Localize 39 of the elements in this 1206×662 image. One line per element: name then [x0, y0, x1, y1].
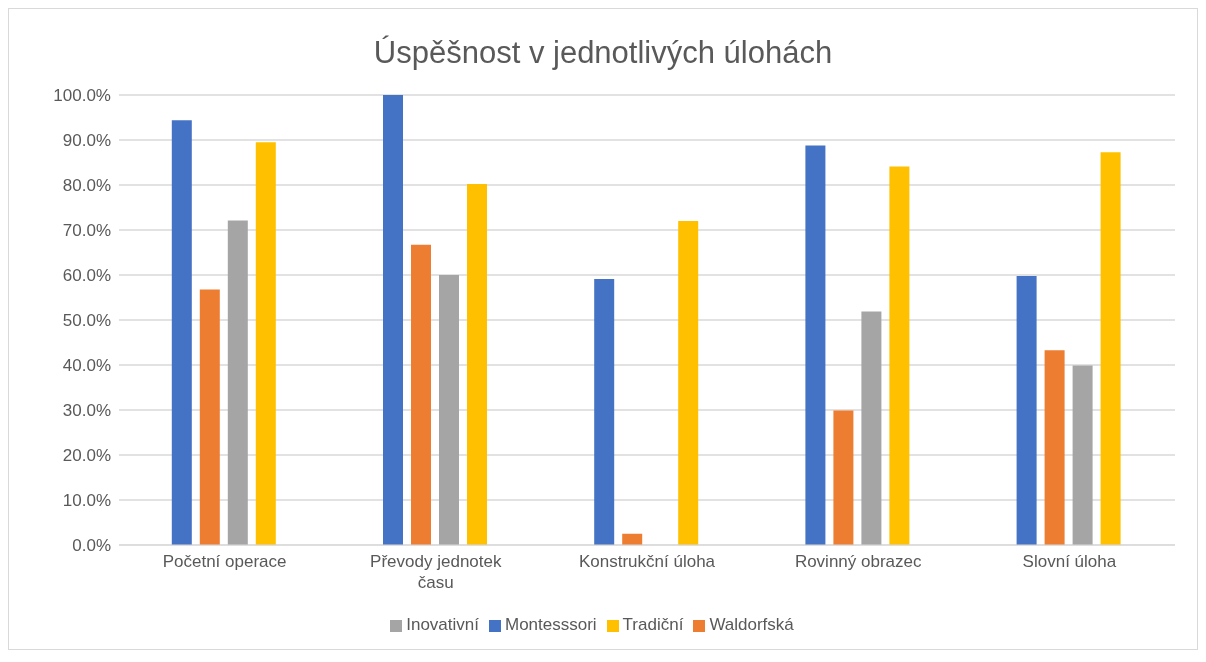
x-tick-label: Početní operace [162, 552, 287, 571]
legend-label: Waldorfská [709, 615, 794, 634]
y-tick-label: 50.0% [62, 311, 111, 331]
bar [594, 279, 615, 545]
x-tick-label: Převody jednotek času [370, 552, 502, 592]
x-tick-label: Rovinný obrazec [794, 552, 923, 571]
y-tick-label: 80.0% [62, 176, 111, 196]
y-tick-label: 60.0% [62, 266, 111, 286]
bar [383, 95, 403, 545]
bar [861, 311, 882, 545]
y-tick-label: 0.0% [72, 536, 111, 556]
bar [1016, 275, 1037, 545]
y-tick-label: 70.0% [62, 221, 111, 241]
legend-label: Montesssori [504, 615, 597, 634]
y-tick-label: 100.0% [53, 86, 111, 106]
chart-title: Úspěšnost v jednotlivých úlohách [372, 34, 834, 72]
bar [255, 142, 276, 545]
bar [439, 275, 459, 545]
bar [227, 220, 248, 545]
y-tick-label: 10.0% [62, 491, 111, 511]
x-tick-label: Slovní úloha [1022, 552, 1117, 571]
bar [1072, 365, 1093, 545]
bar [467, 184, 487, 545]
y-tick-label: 90.0% [62, 131, 111, 151]
bar [678, 221, 699, 545]
legend-label: Inovativní [406, 615, 479, 634]
bar [411, 244, 431, 545]
y-tick-label: 40.0% [62, 356, 111, 376]
bar [805, 145, 826, 545]
bar [199, 289, 220, 545]
legend-label: Tradiční [622, 615, 684, 634]
y-tick-label: 20.0% [62, 446, 111, 466]
bar [889, 166, 910, 545]
y-tick-label: 30.0% [62, 401, 111, 421]
bar [1044, 350, 1065, 545]
x-tick-label: Konstrukční úloha [578, 552, 716, 571]
bar [1100, 152, 1121, 545]
bar [833, 410, 854, 545]
bar [171, 120, 192, 545]
